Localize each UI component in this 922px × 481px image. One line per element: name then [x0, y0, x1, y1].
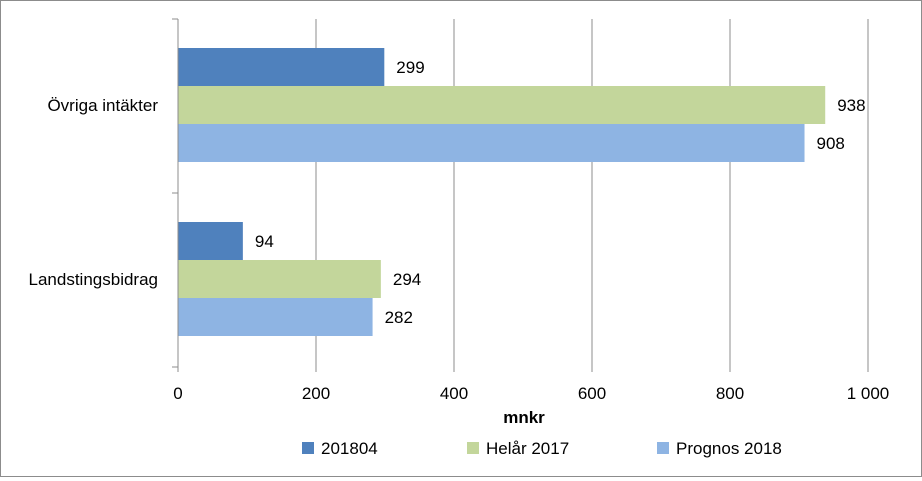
- legend-swatch: [657, 442, 669, 454]
- data-label: 94: [255, 232, 274, 251]
- x-axis-title: mnkr: [503, 408, 545, 427]
- x-tick-label: 1 000: [847, 384, 890, 403]
- legend-swatch: [467, 442, 479, 454]
- bar: [178, 86, 826, 124]
- legend: 201804 Helår 2017 Prognos 2018: [302, 439, 782, 458]
- bar: [178, 222, 243, 260]
- x-tick-label: 800: [716, 384, 744, 403]
- axes: [172, 18, 869, 372]
- data-label: 299: [396, 58, 424, 77]
- category-label: Övriga intäkter: [47, 96, 158, 115]
- bar: [178, 260, 381, 298]
- data-label: 908: [817, 134, 845, 153]
- x-tick-label: 600: [578, 384, 606, 403]
- bar: [178, 298, 373, 336]
- labels: 0 200 400 600 800 1 000 Övriga intäkter 299 938 9…: [29, 58, 890, 403]
- legend-swatch: [302, 442, 314, 454]
- data-label: 938: [837, 96, 865, 115]
- bar: [178, 124, 805, 162]
- category-label: Landstingsbidrag: [29, 270, 158, 289]
- legend-label: Prognos 2018: [676, 439, 782, 458]
- bar: [178, 48, 385, 86]
- x-tick-label: 200: [302, 384, 330, 403]
- legend-label: 201804: [321, 439, 378, 458]
- legend-label: Helår 2017: [486, 439, 569, 458]
- data-label: 294: [393, 270, 421, 289]
- data-label: 282: [385, 308, 413, 327]
- x-tick-label: 400: [440, 384, 468, 403]
- x-tick-label: 0: [173, 384, 182, 403]
- bars: [178, 48, 826, 336]
